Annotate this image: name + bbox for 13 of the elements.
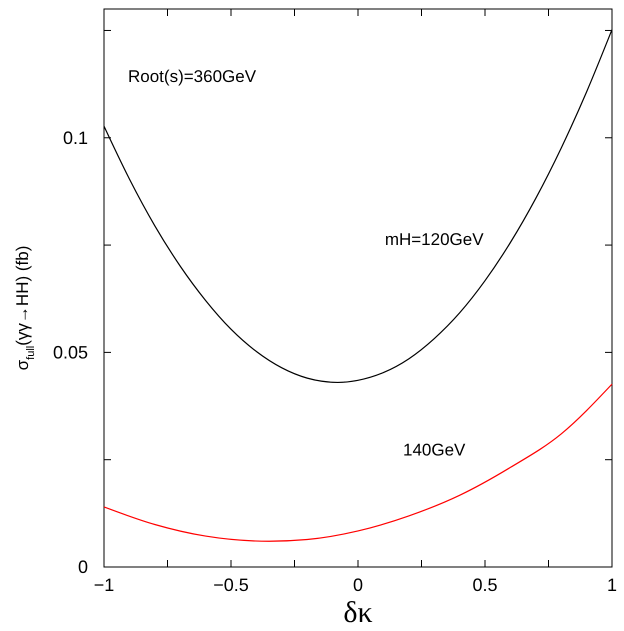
y-tick-label: 0.1 — [62, 128, 88, 148]
line-series — [103, 384, 613, 542]
x-axis-title: δκ — [343, 596, 373, 629]
series-label: 140GeV — [403, 440, 466, 460]
y-tick-label: 0 — [78, 557, 88, 577]
x-tick-label: 0.5 — [472, 575, 498, 595]
x-tick-label: −1 — [94, 575, 114, 595]
x-tick-label: 0 — [352, 575, 364, 595]
x-tick-label: 1 — [606, 575, 618, 595]
x-tick-label: −0.5 — [213, 575, 249, 595]
y-tick-label: 0.05 — [52, 342, 88, 362]
annotation: Root(s)=360GeV — [128, 67, 257, 86]
series-label: mH=120GeV — [384, 230, 484, 250]
